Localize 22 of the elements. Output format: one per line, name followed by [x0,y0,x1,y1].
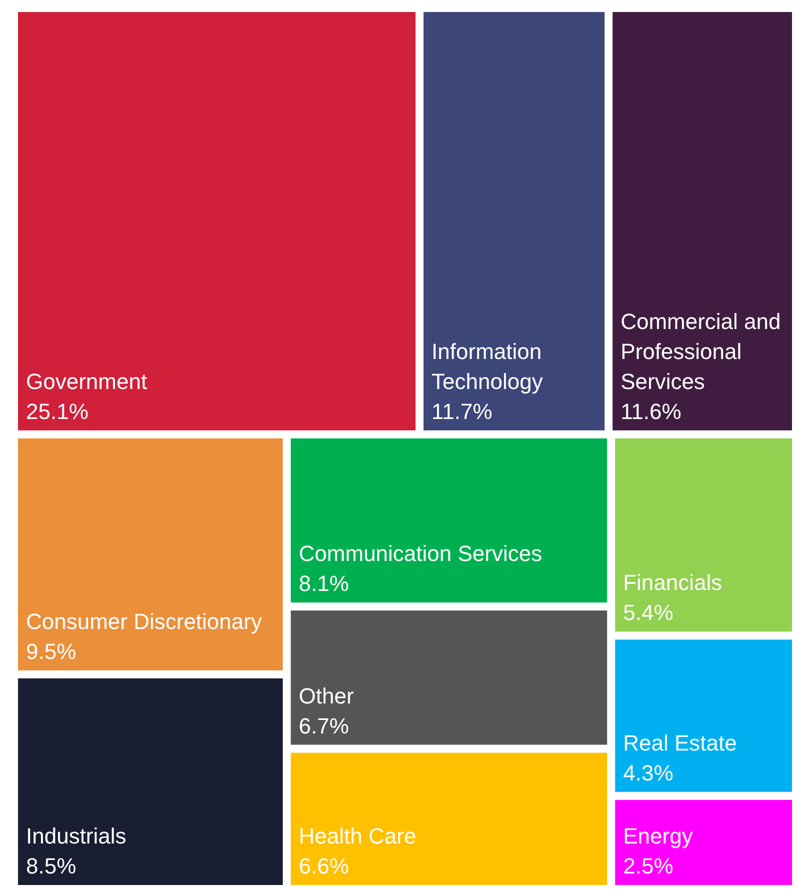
data-label: 2.5% [623,854,674,878]
category-label: Energy [623,824,693,848]
data-label: 25.1% [26,398,88,424]
category-label: Industrials [26,824,126,848]
category-label: Commercial and Professional Services [620,308,787,394]
data-label: 4.3% [623,760,674,786]
data-label: 5.4% [623,600,674,626]
category-label: Financials [623,570,722,596]
data-label: 8.1% [298,570,349,596]
category-label: Real Estate [623,730,737,756]
category-label: Consumer Discretionary [26,608,262,634]
data-label: 6.7% [298,713,349,738]
data-label: 9.5% [26,638,76,664]
data-label: 11.7% [432,398,492,424]
category-label: Health Care [298,824,416,848]
data-label: 11.6% [620,398,682,424]
category-label: Government [26,368,148,394]
category-label: Information Technology [432,338,548,394]
data-label: 8.5% [26,854,76,878]
category-label: Other [298,683,354,708]
category-label: Communication Services [298,540,542,566]
data-label: 6.6% [298,854,349,878]
